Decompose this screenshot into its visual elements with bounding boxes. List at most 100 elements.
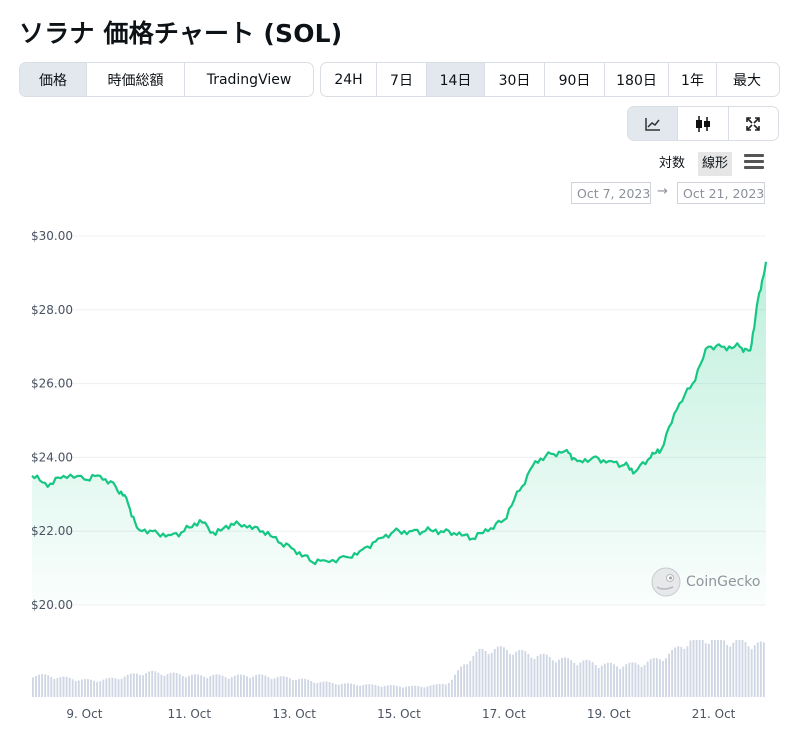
range-max[interactable]: 最大 [733, 72, 761, 89]
volume-bar [502, 647, 505, 697]
range-90d[interactable]: 90日 [545, 63, 605, 96]
volume-bar [512, 654, 515, 697]
tab-price[interactable]: 価格 [20, 63, 87, 96]
volume-bar [389, 685, 392, 697]
range-7d[interactable]: 7日 [377, 63, 427, 96]
volume-bar [714, 640, 716, 697]
volume-bar [35, 675, 37, 697]
volume-bar [264, 675, 267, 697]
volume-bar [735, 640, 738, 697]
volume-bar [701, 640, 704, 697]
volume-bar [707, 643, 710, 697]
volume-bar [747, 646, 750, 697]
volume-bar [298, 679, 300, 697]
volume-bar [438, 683, 441, 697]
hamburger-menu-icon[interactable] [744, 154, 764, 170]
volume-bar [640, 666, 643, 697]
volume-bar [668, 653, 670, 697]
volume-bar [487, 654, 490, 697]
price-area-fill [32, 261, 766, 605]
volume-bar [499, 646, 502, 697]
volume-bar [548, 657, 551, 697]
volume-bar [698, 640, 701, 697]
volume-bar [255, 674, 258, 697]
x-tick-label: 11. Oct [167, 707, 211, 721]
volume-bar [493, 648, 496, 697]
volume-bar [478, 648, 481, 697]
volume-bar [350, 683, 352, 697]
volume-bar [310, 681, 313, 697]
volume-bar [594, 665, 597, 697]
candlestick-button[interactable] [678, 107, 729, 140]
volume-bar [166, 674, 169, 697]
volume-bar [750, 649, 753, 697]
volume-bar [603, 663, 606, 697]
range-tabs: 24H 7日 14日 30日 90日 180日 1年 最大 [320, 62, 780, 97]
volume-bar [71, 679, 74, 697]
volume-bar [117, 679, 120, 697]
volume-bar [414, 685, 417, 697]
volume-bar [732, 642, 735, 697]
volume-bar [726, 644, 729, 697]
y-tick-label: $26.00 [31, 377, 73, 391]
scale-log[interactable]: 対数 [659, 156, 686, 171]
volume-bar [689, 640, 692, 697]
range-14d[interactable]: 14日 [427, 63, 485, 96]
fullscreen-button[interactable] [729, 107, 778, 140]
volume-bar [509, 653, 511, 697]
volume-bar [710, 640, 713, 697]
volume-bar [59, 677, 62, 697]
volume-bar [135, 673, 138, 697]
volume-bar [588, 660, 591, 697]
volume-bar [643, 664, 646, 697]
volume-bar [506, 650, 508, 697]
x-tick-label: 19. Oct [587, 707, 631, 721]
volume-bar [429, 685, 432, 697]
volume-bar [93, 680, 96, 697]
volume-bar [441, 683, 444, 697]
date-to-input[interactable]: Oct 21, 2023 [677, 182, 765, 204]
volume-bar [570, 660, 573, 697]
y-tick-label: $20.00 [31, 598, 73, 612]
range-180d[interactable]: 180日 [605, 63, 669, 96]
volume-bar [671, 649, 674, 697]
volume-bar [454, 674, 456, 697]
coingecko-logo-icon [651, 567, 681, 597]
volume-bar [625, 664, 628, 697]
volume-bar [258, 674, 261, 697]
line-chart-button[interactable] [628, 107, 679, 140]
x-tick-label: 13. Oct [272, 707, 316, 721]
volume-bar [652, 657, 655, 697]
volume-bar [444, 684, 447, 697]
range-1y[interactable]: 1年 [669, 63, 717, 96]
range-30d[interactable]: 30日 [485, 63, 545, 96]
volume-bar [154, 671, 157, 697]
volume-bar [322, 681, 325, 697]
volume-bar [649, 659, 652, 697]
volume-bar [365, 684, 368, 697]
volume-bar [38, 674, 40, 697]
date-from-input[interactable]: Oct 7, 2023 [571, 182, 651, 204]
volume-bar [191, 674, 193, 697]
volume-bar [212, 674, 215, 697]
range-24h[interactable]: 24H [321, 63, 377, 96]
tab-tradingview[interactable]: TradingView [206, 71, 292, 88]
y-tick-label: $28.00 [31, 303, 73, 317]
volume-bar [582, 660, 585, 697]
volume-bar [347, 683, 349, 697]
y-tick-label: $30.00 [31, 229, 73, 243]
volume-bar [756, 642, 759, 697]
volume-bar [301, 678, 303, 697]
volume-bar [484, 651, 487, 697]
volume-bar [371, 684, 374, 697]
x-tick-label: 9. Oct [66, 707, 102, 721]
volume-bar [377, 686, 380, 697]
tab-market-cap[interactable]: 時価総額 [87, 63, 185, 96]
volume-bar [187, 675, 190, 697]
volume-bar [328, 682, 331, 697]
volume-bar [704, 643, 707, 697]
volume-bar [41, 674, 44, 697]
scale-linear[interactable]: 線形 [698, 152, 733, 176]
volume-bar [197, 674, 200, 697]
